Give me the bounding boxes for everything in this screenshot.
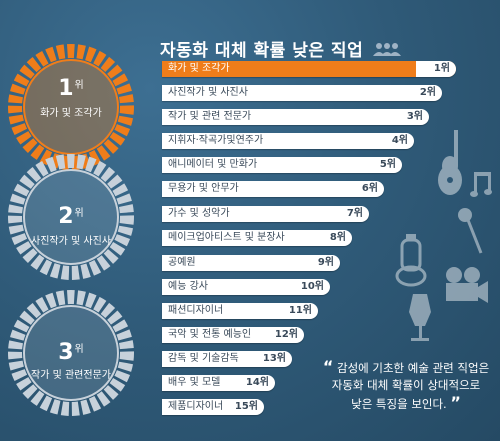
- ranking-rank: 10위: [300, 281, 324, 292]
- ranking-rank: 2위: [419, 87, 436, 98]
- ranking-bar-15: 제품디자이너 15위: [162, 399, 264, 415]
- ranking-bar-8: 메이크업아티스트 및 분장사 8위: [162, 230, 352, 246]
- ranking-rank: 8위: [329, 232, 346, 243]
- ranking-label: 감독 및 기술감독: [168, 353, 239, 364]
- ranking-rank: 7위: [346, 208, 363, 219]
- page-title: 자동화 대체 확률 낮은 직업: [160, 36, 402, 61]
- tuba-icon: [395, 234, 427, 287]
- quote-line-1: “ 감성에 기초한 예술 관련 직업은: [322, 357, 490, 376]
- rank-3-badge: 3위 작가 및 관련전문가: [8, 290, 134, 416]
- ranking-bar-9: 공예원 9위: [162, 255, 340, 271]
- rank-1-number: 1위: [58, 76, 84, 101]
- rank-3-name: 작가 및 관련전문가: [31, 370, 111, 381]
- ranking-label: 가수 및 성악가: [168, 208, 230, 219]
- ranking-label: 화가 및 조각가: [168, 63, 230, 74]
- ranking-rank: 1위: [433, 63, 450, 74]
- ranking-rank: 9위: [317, 257, 334, 268]
- summary-quote: “ 감성에 기초한 예술 관련 직업은 자동화 대체 확률이 상대적으로 낮은 …: [318, 358, 494, 413]
- rank-1-name: 화가 및 조각가: [40, 108, 102, 119]
- ranking-bar-13: 감독 및 기술감독 13위: [162, 351, 292, 367]
- ranking-rank: 6위: [361, 183, 378, 194]
- rank-3-ring: [8, 290, 134, 416]
- rank-2-badge: 2위 사진작가 및 사진사: [8, 154, 134, 280]
- guitar-icon: [438, 130, 462, 195]
- people-icon: [373, 42, 402, 56]
- ranking-bar-7: 가수 및 성악가 7위: [162, 206, 369, 222]
- ranking-bar-10: 예능 강사 10위: [162, 279, 330, 295]
- ranking-label: 제품디자이너: [168, 401, 224, 412]
- ranking-label: 메이크업아티스트 및 분장사: [168, 232, 285, 243]
- ranking-label: 지휘자·작곡가및연주가: [168, 135, 264, 146]
- microphone-icon: [458, 208, 483, 254]
- ranking-label: 배우 및 모델: [168, 377, 221, 388]
- ranking-label: 무용가 및 안무가: [168, 183, 239, 194]
- ranking-rank: 12위: [274, 329, 298, 340]
- open-quote-mark: “: [322, 357, 334, 376]
- ranking-bar-3: 작가 및 관련 전문가 3위: [162, 109, 429, 125]
- music-note-icon: [470, 172, 492, 197]
- ranking-bar-4: 지휘자·작곡가및연주가 4위: [162, 133, 414, 149]
- rank-2-number: 2위: [58, 204, 84, 229]
- ranking-bar-12: 국악 및 전통 예능인 12위: [162, 327, 304, 343]
- ranking-label: 작가 및 관련 전문가: [168, 111, 252, 122]
- ranking-label: 패션디자이너: [168, 305, 224, 316]
- ranking-label: 국악 및 전통 예능인: [168, 329, 252, 340]
- dress-form-icon: [409, 294, 431, 341]
- ranking-rank: 3위: [406, 111, 423, 122]
- ranking-label: 공예원: [168, 257, 196, 268]
- title-text: 자동화 대체 확률 낮은 직업: [160, 41, 364, 61]
- rank-1-badge: 1위 화가 및 조각가: [8, 44, 134, 170]
- ranking-rank: 4위: [391, 135, 408, 146]
- film-camera-icon: [446, 267, 488, 303]
- rank-2-name: 사진작가 및 사진사: [31, 236, 111, 247]
- ranking-rank: 5위: [379, 159, 396, 170]
- ranking-bar-14: 배우 및 모델 14위: [162, 375, 275, 391]
- ranking-bar-5: 애니메이터 및 만화가 5위: [162, 157, 402, 173]
- ranking-bar-6: 무용가 및 안무가 6위: [162, 181, 384, 197]
- ranking-label: 애니메이터 및 만화가: [168, 159, 258, 170]
- ranking-rank: 15위: [234, 401, 258, 412]
- rank-3-number: 3위: [58, 340, 84, 365]
- quote-line-2: 자동화 대체 확률이 상대적으로: [331, 378, 481, 392]
- ranking-bar-tail: 1위: [416, 61, 456, 77]
- ranking-bar-2: 사진작가 및 사진사 2위: [162, 85, 442, 101]
- ranking-label: 예능 강사: [168, 281, 208, 292]
- ranking-label: 사진작가 및 사진사: [168, 87, 248, 98]
- ranking-rank: 11위: [288, 305, 312, 316]
- rank-2-ring: [8, 154, 134, 280]
- ranking-bar-11: 패션디자이너 11위: [162, 303, 318, 319]
- rank-1-ring: [8, 44, 134, 170]
- ranking-rank: 13위: [262, 353, 286, 364]
- ranking-bar-1: 화가 및 조각가 1위: [162, 61, 456, 77]
- close-quote-mark: ”: [450, 393, 461, 412]
- ranking-rank: 14위: [245, 377, 269, 388]
- quote-line-3: 낮은 특징을 보인다. ”: [351, 393, 461, 412]
